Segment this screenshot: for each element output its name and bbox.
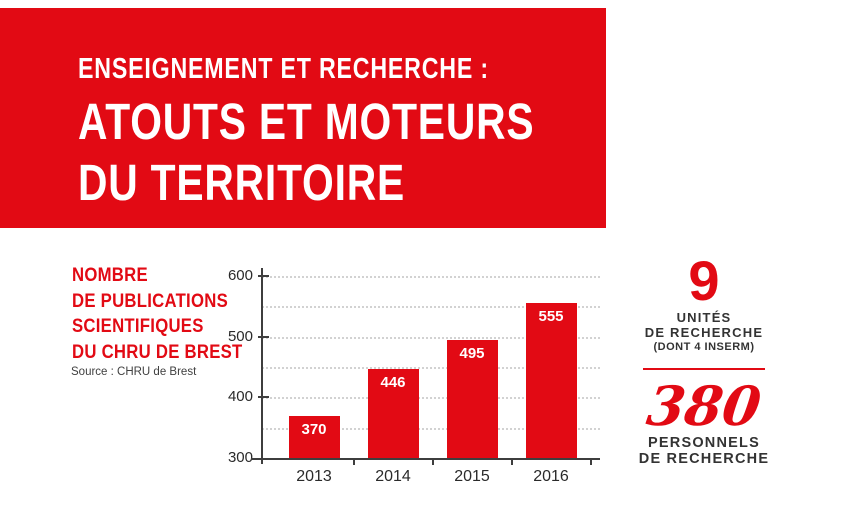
publications-bar-chart: 300 400 500 600 370 2013 446 2014 495 2015 555 2016: [210, 258, 640, 508]
header-title-line2: DU TERRITOIRE: [78, 154, 405, 211]
chart-title-block: NOMBRE DE PUBLICATIONS SCIENTIFIQUES DU …: [72, 263, 243, 365]
y-axis-tick: [258, 396, 269, 399]
header-banner: ENSEIGNEMENT ET RECHERCHE : ATOUTS ET MO…: [0, 8, 606, 228]
x-axis-label: 2016: [533, 468, 569, 485]
stat-label-line: UNITÉS: [676, 310, 732, 325]
chart-title-line: NOMBRE: [72, 265, 148, 286]
stat-research-staff: 380 PERSONNELS DE RECHERCHE: [618, 374, 790, 467]
bar-value-label: 555: [538, 308, 564, 326]
bar: [288, 415, 340, 458]
grid-line: [262, 397, 600, 400]
stat-research-units: 9 UNITÉS DE RECHERCHE (DONT 4 INSERM): [618, 249, 790, 354]
x-axis-tick: [353, 460, 355, 465]
x-axis-tick: [511, 460, 513, 465]
bar: [525, 303, 577, 458]
bar: [367, 369, 419, 458]
bar-value-label: 495: [459, 344, 485, 362]
chart-title-line: DU CHRU DE BREST: [72, 341, 243, 363]
grid-line: [262, 336, 600, 339]
stats-panel: 9 UNITÉS DE RECHERCHE (DONT 4 INSERM) 38…: [618, 252, 790, 467]
y-axis-label: 400: [227, 388, 253, 406]
chart-title-line: DE PUBLICATIONS: [72, 290, 228, 312]
stat-sublabel: (DONT 4 INSERM): [653, 341, 755, 353]
y-axis-tick: [258, 335, 269, 338]
header-text-block: ENSEIGNEMENT ET RECHERCHE : ATOUTS ET MO…: [78, 54, 534, 213]
stat-label-line: DE RECHERCHE: [644, 325, 764, 340]
x-axis-tick: [432, 460, 434, 465]
y-axis-label: 500: [227, 327, 253, 345]
stat-value-units: 9: [688, 249, 720, 312]
bar: [446, 339, 498, 458]
y-axis-tick: [258, 275, 269, 277]
grid-line: [262, 306, 600, 309]
grid-line: [262, 427, 600, 430]
y-axis-line: [261, 268, 263, 464]
y-axis-label: 300: [227, 449, 253, 466]
x-axis-tick: [590, 460, 592, 465]
stat-label-line: DE RECHERCHE: [638, 450, 770, 467]
bar-value-label: 370: [301, 420, 327, 438]
stat-label-line: PERSONNELS: [648, 435, 760, 451]
x-axis-label: 2013: [296, 468, 332, 485]
y-axis-label: 600: [227, 267, 253, 284]
header-kicker: ENSEIGNEMENT ET RECHERCHE :: [78, 53, 489, 85]
source-note: Source : CHRU de Brest: [71, 366, 197, 378]
bar-value-label: 446: [380, 374, 406, 392]
chart-title-line: SCIENTIFIQUES: [72, 316, 204, 337]
x-axis-label: 2014: [375, 468, 411, 485]
stats-divider: [643, 368, 765, 370]
stat-value-personnel: 380: [643, 374, 765, 438]
grid-line: [262, 276, 600, 278]
grid-line: [262, 367, 600, 369]
header-title-line1: ATOUTS ET MOTEURS: [78, 93, 535, 150]
x-axis-line: [251, 458, 600, 460]
x-axis-label: 2015: [454, 468, 490, 485]
